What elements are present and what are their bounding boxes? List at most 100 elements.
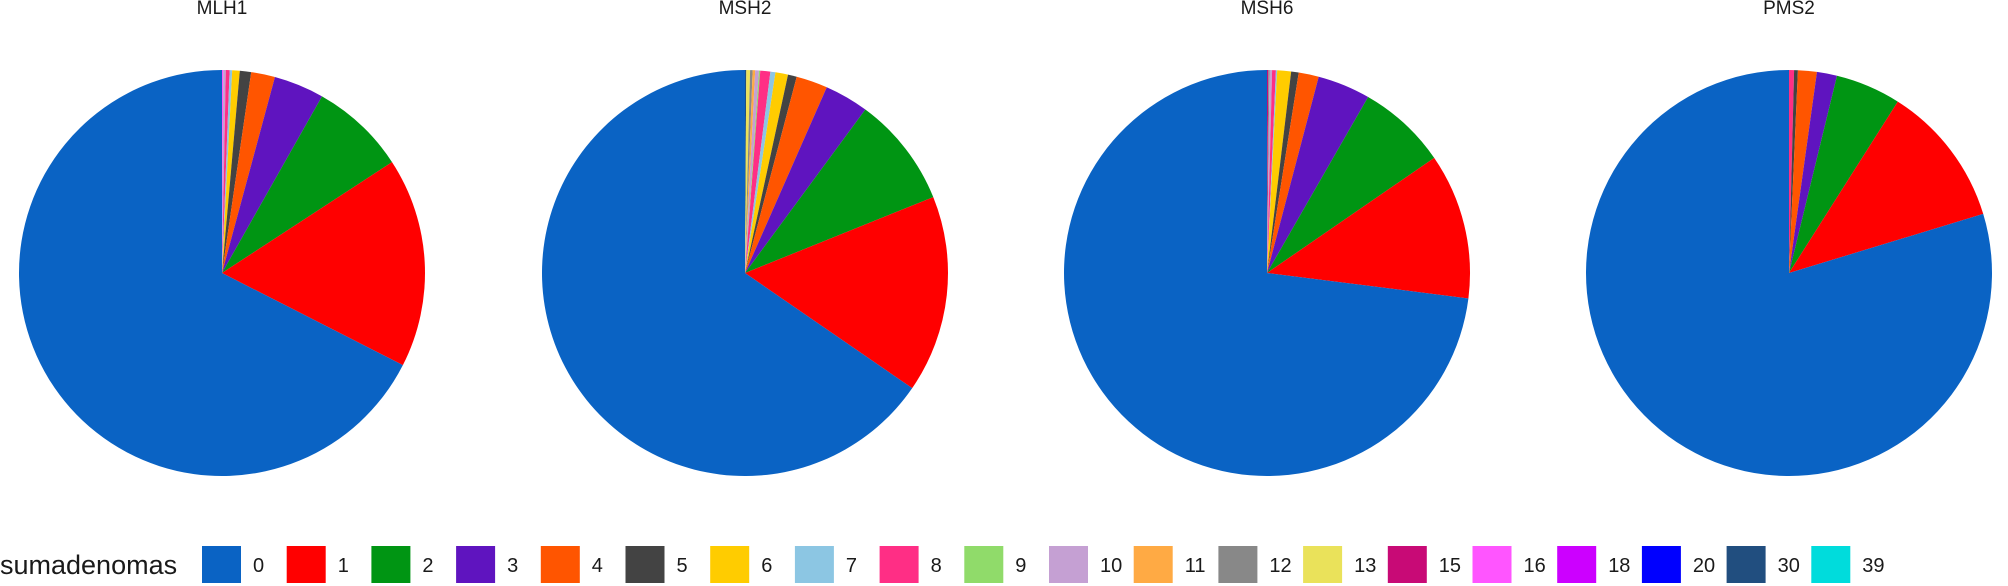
pie-slice-pms2-0	[1586, 70, 1992, 476]
legend-swatch-1	[286, 546, 326, 583]
legend-swatch-39	[1811, 546, 1851, 583]
legend-item-5: 5	[625, 546, 688, 583]
pie-slice-msh6-15	[1267, 70, 1269, 273]
legend-item-4: 4	[540, 546, 603, 583]
legend-item-18: 18	[1557, 546, 1630, 583]
pie-slice-pms2-5	[1789, 70, 1798, 273]
legend-item-6: 6	[710, 546, 772, 583]
pie-slice-msh2-1	[745, 197, 949, 389]
pie-slice-mlh1-16	[222, 70, 224, 273]
legend-label-7: 7	[846, 555, 857, 577]
legend-swatch-15	[1387, 546, 1427, 583]
pie-slice-pms2-4	[1789, 70, 1817, 273]
legend-label-18: 18	[1608, 555, 1630, 577]
pie-slice-pms2-8	[1789, 70, 1795, 273]
pie-slice-msh6-6	[1267, 70, 1292, 273]
pie-slice-msh6-2	[1267, 96, 1435, 273]
pie-slice-msh2-0	[541, 70, 913, 476]
pie-slice-mlh1-0	[18, 69, 403, 477]
legend-item-30: 30	[1726, 546, 1800, 583]
pie-slice-msh6-0	[1063, 70, 1469, 477]
panel-title: MSH2	[719, 0, 772, 19]
legend-swatch-20	[1641, 546, 1681, 583]
pie-slice-msh2-4	[745, 76, 827, 273]
legend-label-12: 12	[1269, 555, 1291, 577]
legend-label-1: 1	[338, 555, 349, 577]
pie-slice-mlh1-5	[222, 70, 252, 273]
pie-slice-msh2-3	[745, 87, 866, 273]
pie-panel-msh6: MSH6	[1063, 0, 1470, 477]
pie-slice-mlh1-7	[222, 70, 233, 274]
pie-slice-mlh1-6	[222, 70, 240, 273]
legend-swatch-6	[710, 546, 750, 583]
pie-slice-pms2-3	[1789, 71, 1838, 273]
legend-label-8: 8	[931, 555, 942, 577]
pie-slice-msh2-7	[745, 71, 776, 274]
legend-item-39: 39	[1811, 546, 1885, 583]
legend-label-4: 4	[592, 555, 603, 577]
legend-label-11: 11	[1185, 555, 1206, 577]
pie-slice-msh6-1	[1267, 157, 1470, 299]
legend-label-10: 10	[1100, 555, 1122, 577]
pie-slice-mlh1-2	[222, 96, 393, 274]
legend-item-13: 13	[1303, 546, 1376, 583]
pie-slice-msh6-4	[1267, 72, 1319, 273]
pie-slice-mlh1-3	[222, 77, 323, 273]
legend-item-15: 15	[1387, 546, 1461, 583]
legend-label-39: 39	[1862, 555, 1884, 577]
legend-swatch-10	[1049, 546, 1088, 583]
legend-swatch-2	[371, 546, 411, 583]
pie-panel-pms2: PMS2	[1586, 0, 1992, 476]
pie-slice-msh6-7	[1267, 70, 1278, 273]
legend-label-2: 2	[422, 555, 433, 577]
legend-item-11: 11	[1133, 546, 1206, 583]
pie-slice-msh2-12	[745, 70, 753, 273]
pie-slice-mlh1-8	[222, 70, 230, 273]
legend: sumadenomas 0 1 2 3 4 5 6 7 8 9 10 11 12 13 15 16 18 20 30…	[0, 546, 1885, 583]
pie-slice-msh6-3	[1267, 76, 1369, 273]
legend-item-9: 9	[964, 546, 1026, 583]
pie-slice-msh2-11	[745, 70, 756, 274]
legend-swatch-13	[1303, 546, 1343, 583]
pie-slice-msh2-2	[745, 109, 934, 274]
legend-label-3: 3	[507, 555, 518, 577]
pie-slice-pms2-1	[1789, 101, 1984, 273]
panel-title: MLH1	[197, 0, 248, 19]
legend-swatch-5	[625, 546, 665, 583]
legend-swatch-0	[202, 546, 241, 583]
legend-title: sumadenomas	[0, 550, 177, 580]
legend-swatch-30	[1726, 546, 1766, 583]
legend-swatch-9	[964, 546, 1004, 583]
pie-panel-msh2: MSH2	[541, 0, 949, 476]
legend-swatch-16	[1472, 546, 1512, 583]
pie-slice-msh2-13	[745, 70, 751, 274]
legend-swatch-11	[1133, 546, 1173, 583]
legend-item-12: 12	[1218, 546, 1292, 583]
legend-swatch-12	[1218, 546, 1258, 583]
legend-label-5: 5	[677, 555, 688, 577]
legend-swatch-18	[1557, 546, 1597, 583]
legend-label-30: 30	[1778, 555, 1800, 577]
pie-slice-msh6-12	[1267, 70, 1270, 274]
legend-swatch-7	[794, 546, 834, 583]
pie-slice-mlh1-4	[222, 72, 275, 273]
pie-slice-pms2-2	[1789, 75, 1898, 273]
pie-slice-msh2-10	[745, 70, 760, 273]
pie-panels: MLH1 MSH2 MSH6 PMS2	[18, 0, 1992, 477]
legend-label-9: 9	[1015, 555, 1026, 577]
legend-label-13: 13	[1354, 555, 1376, 577]
pie-slice-msh2-5	[745, 74, 797, 274]
legend-item-1: 1	[286, 546, 349, 583]
pie-slice-mlh1-10	[222, 70, 226, 274]
legend-label-16: 16	[1524, 555, 1546, 577]
pie-slice-msh2-9	[745, 70, 761, 273]
legend-label-0: 0	[253, 555, 264, 577]
legend-swatch-4	[540, 546, 580, 583]
pie-slice-msh2-8	[745, 70, 771, 273]
legend-item-7: 7	[794, 546, 857, 583]
legend-item-8: 8	[879, 546, 942, 583]
legend-items: 0 1 2 3 4 5 6 7 8 9 10 11 12 13 15 16 18 20 30 39	[202, 546, 1885, 583]
pie-slice-msh6-5	[1267, 71, 1299, 274]
legend-label-6: 6	[761, 555, 772, 577]
